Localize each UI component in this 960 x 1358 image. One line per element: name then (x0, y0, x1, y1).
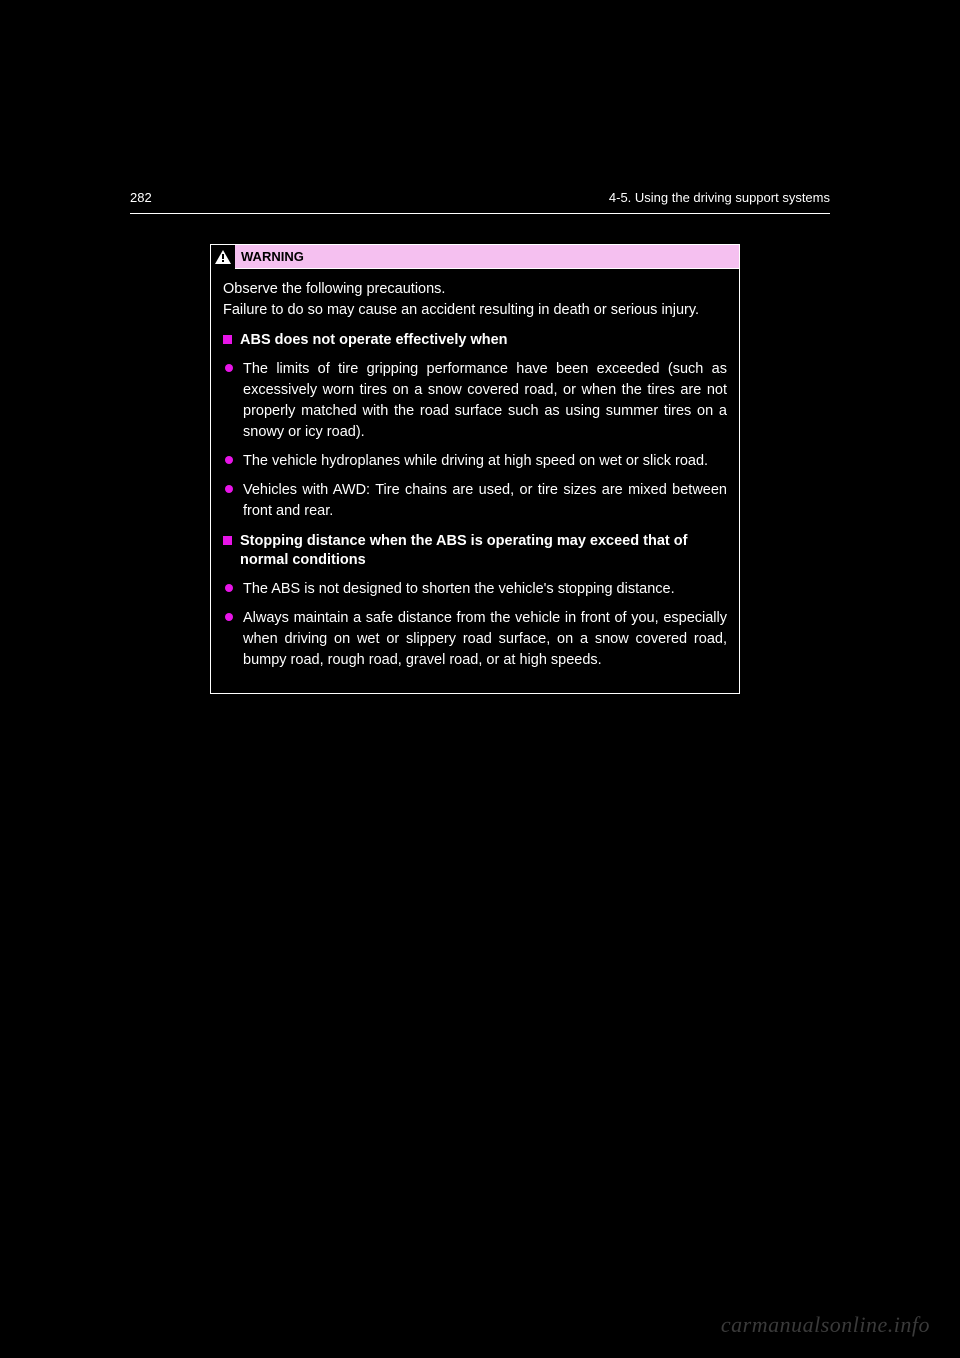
square-bullet-icon (223, 536, 232, 545)
manual-page: 282 4-5. Using the driving support syste… (130, 190, 830, 708)
bullet-text: The vehicle hydroplanes while driving at… (243, 451, 708, 472)
warning-icon (211, 245, 235, 269)
bullet-item: Always maintain a safe distance from the… (225, 608, 727, 671)
dot-bullet-icon (225, 364, 233, 372)
dot-bullet-icon (225, 485, 233, 493)
bullet-text: Vehicles with AWD: Tire chains are used,… (243, 480, 727, 522)
section-path: 4-5. Using the driving support systems (609, 190, 830, 205)
dot-bullet-icon (225, 613, 233, 621)
watermark: carmanualsonline.info (721, 1312, 930, 1338)
section-header-row: ABS does not operate effectively when (223, 331, 727, 351)
section-title: ABS does not operate effectively when (240, 331, 508, 351)
bullet-item: Vehicles with AWD: Tire chains are used,… (225, 480, 727, 522)
warning-section: Stopping distance when the ABS is operat… (223, 532, 727, 671)
bullet-item: The ABS is not designed to shorten the v… (225, 579, 727, 600)
section-header-row: Stopping distance when the ABS is operat… (223, 532, 727, 571)
bullet-item: The limits of tire gripping performance … (225, 359, 727, 443)
bullet-text: The ABS is not designed to shorten the v… (243, 579, 675, 600)
warning-header: WARNING (211, 245, 739, 269)
bullet-item: The vehicle hydroplanes while driving at… (225, 451, 727, 472)
page-number: 282 (130, 190, 152, 205)
page-header: 282 4-5. Using the driving support syste… (130, 190, 830, 205)
square-bullet-icon (223, 335, 232, 344)
warning-body: Observe the following precautions. Failu… (211, 269, 739, 693)
bullet-text: The limits of tire gripping performance … (243, 359, 727, 443)
warning-label: WARNING (235, 249, 304, 264)
dot-bullet-icon (225, 456, 233, 464)
section-title: Stopping distance when the ABS is operat… (240, 532, 727, 571)
dot-bullet-icon (225, 584, 233, 592)
warning-intro: Observe the following precautions. Failu… (223, 279, 727, 321)
bullet-text: Always maintain a safe distance from the… (243, 608, 727, 671)
header-divider (130, 213, 830, 214)
warning-box: WARNING Observe the following precaution… (210, 244, 740, 694)
warning-section: ABS does not operate effectively when Th… (223, 331, 727, 522)
content-area: WARNING Observe the following precaution… (210, 244, 740, 694)
